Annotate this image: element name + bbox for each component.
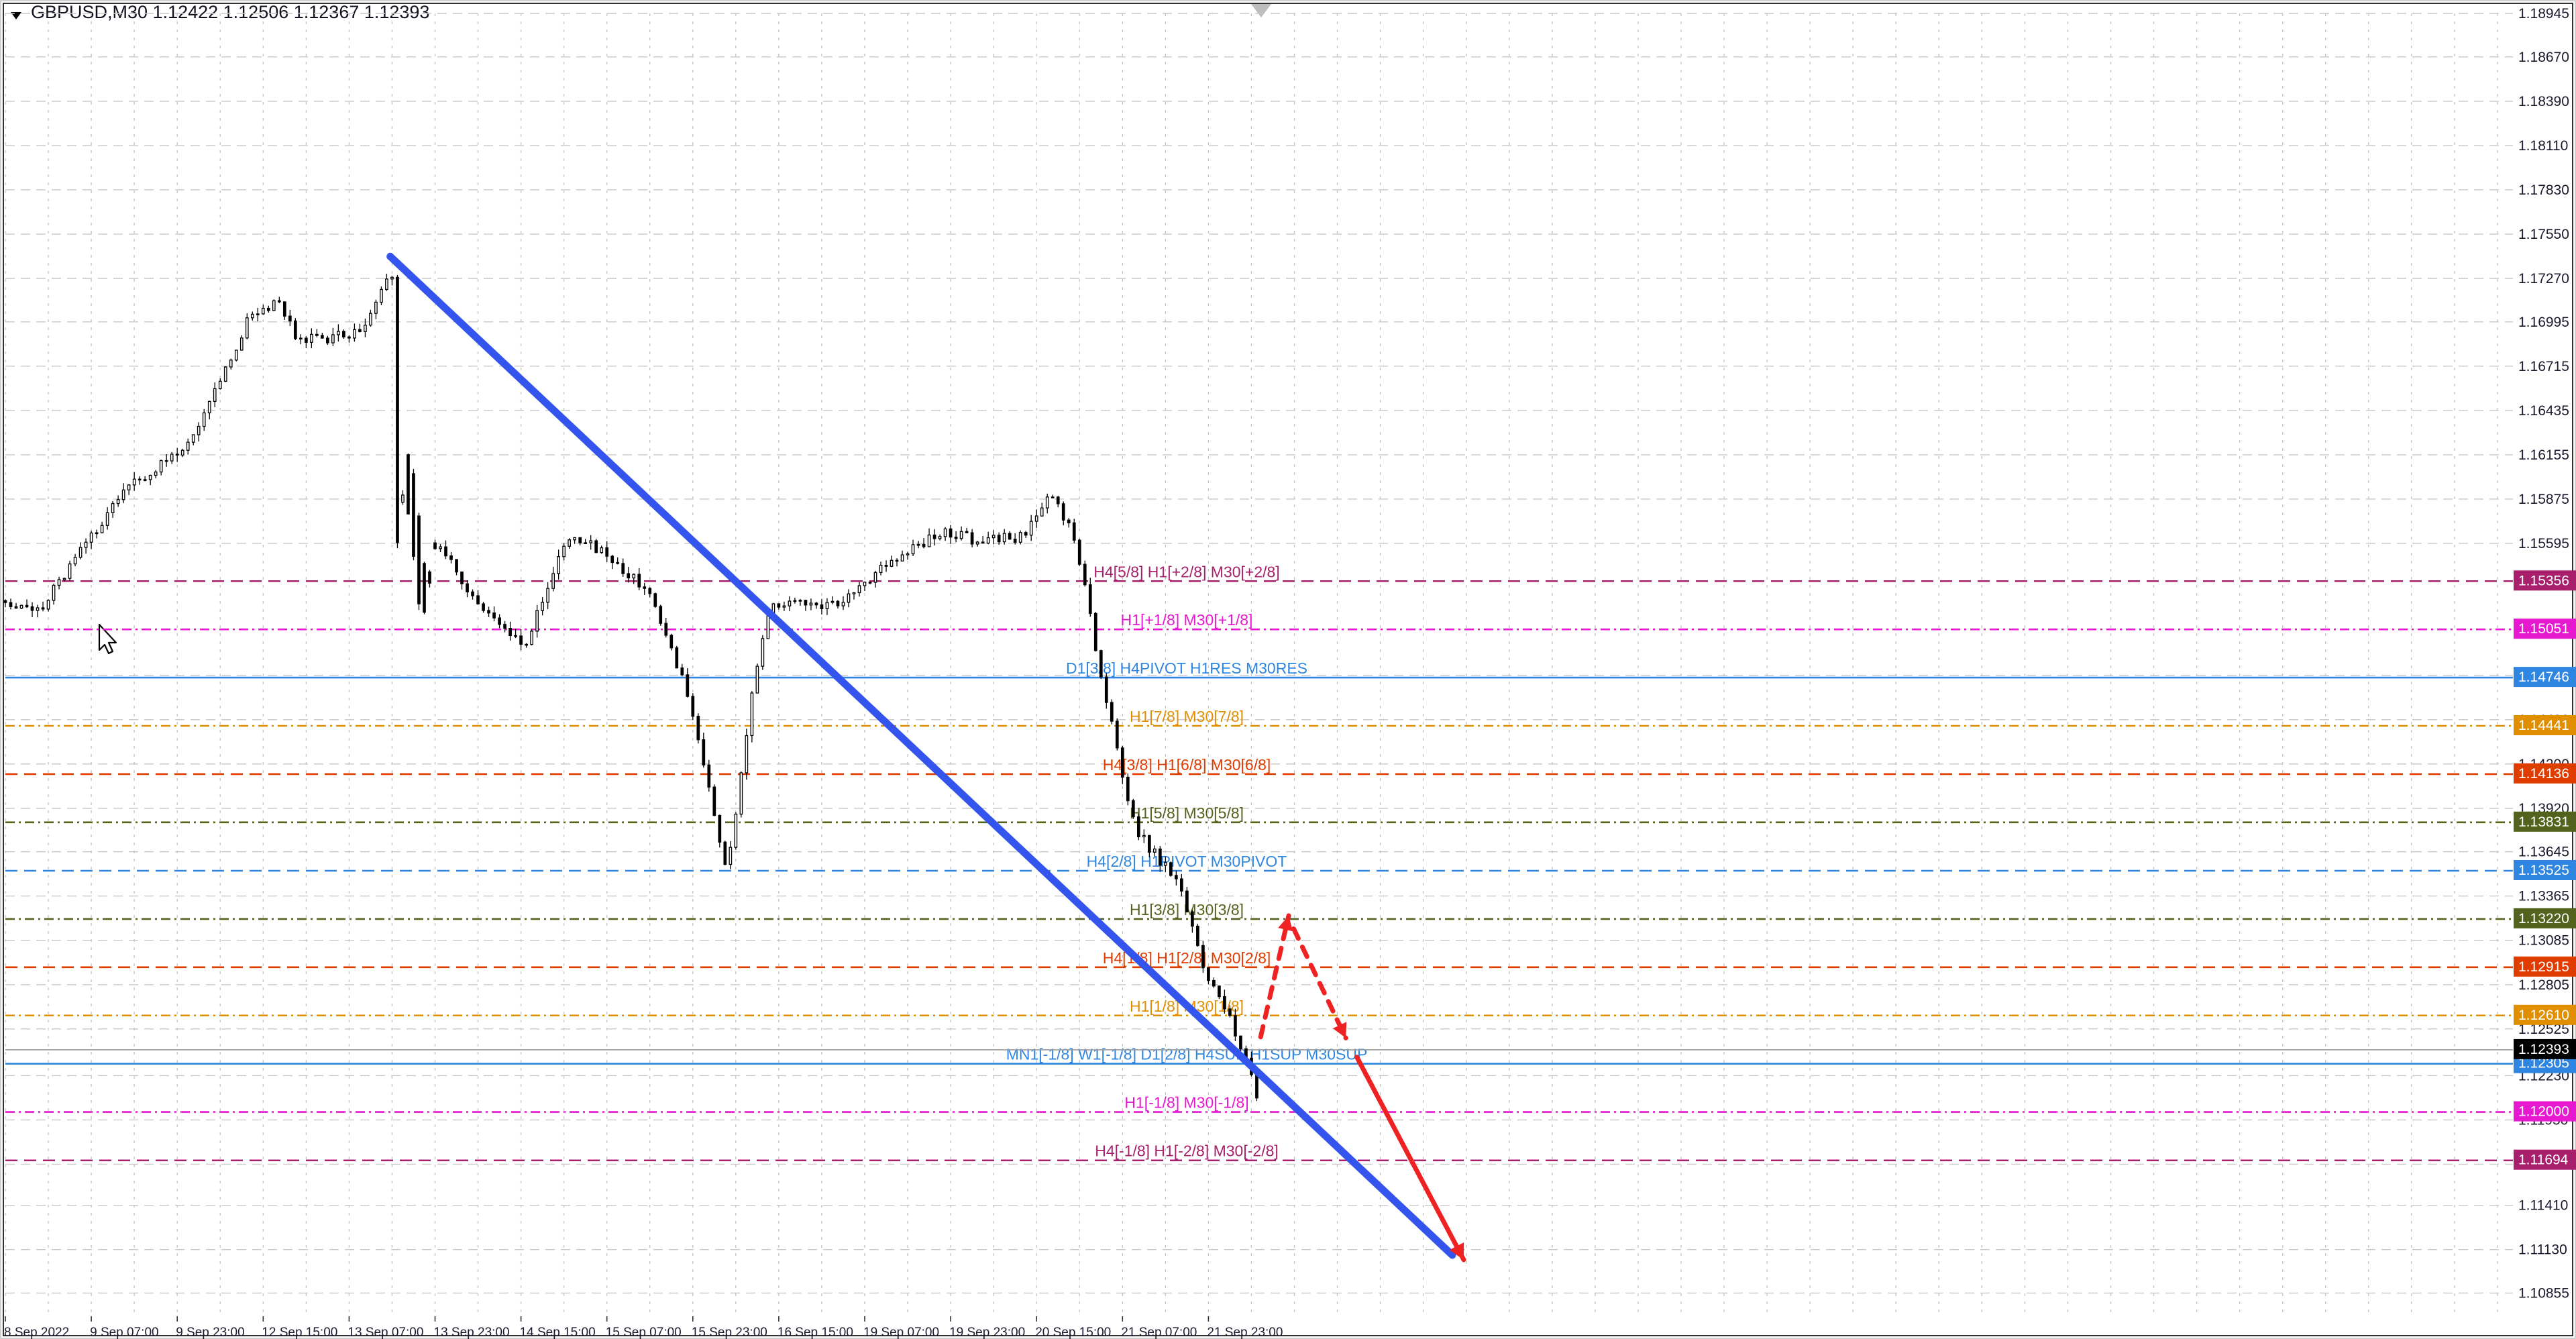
svg-text:1.16715: 1.16715 (2518, 359, 2569, 374)
svg-text:1.13365: 1.13365 (2518, 889, 2569, 904)
svg-text:9 Sep 07:00: 9 Sep 07:00 (90, 1326, 158, 1339)
svg-text:8 Sep 2022: 8 Sep 2022 (4, 1326, 69, 1339)
svg-text:H1[7/8] M30[7/8]: H1[7/8] M30[7/8] (1130, 708, 1244, 725)
svg-text:1.18390: 1.18390 (2518, 94, 2569, 109)
svg-text:1.16435: 1.16435 (2518, 403, 2569, 419)
svg-text:1.17550: 1.17550 (2518, 227, 2569, 242)
svg-text:1.12805: 1.12805 (2518, 977, 2569, 993)
svg-text:19 Sep 07:00: 19 Sep 07:00 (863, 1326, 939, 1339)
svg-text:GBPUSD,M30 1.12422 1.12506 1: GBPUSD,M30 1.12422 1.12506 1.12367 1.123… (31, 2, 429, 22)
svg-text:1.16155: 1.16155 (2518, 447, 2569, 463)
svg-text:1.12393: 1.12393 (2518, 1042, 2569, 1057)
svg-text:1.13085: 1.13085 (2518, 933, 2569, 949)
svg-text:1.18670: 1.18670 (2518, 50, 2569, 65)
svg-text:15 Sep 23:00: 15 Sep 23:00 (692, 1326, 767, 1339)
svg-text:1.15356: 1.15356 (2518, 573, 2569, 588)
svg-text:1.18110: 1.18110 (2518, 138, 2568, 154)
svg-text:9 Sep 23:00: 9 Sep 23:00 (176, 1326, 244, 1339)
svg-text:1.12610: 1.12610 (2518, 1008, 2569, 1023)
svg-text:1.15595: 1.15595 (2518, 536, 2569, 551)
svg-text:1.14441: 1.14441 (2518, 718, 2569, 733)
svg-text:1.16995: 1.16995 (2518, 315, 2569, 330)
svg-text:13 Sep 23:00: 13 Sep 23:00 (434, 1326, 510, 1339)
svg-text:16 Sep 15:00: 16 Sep 15:00 (777, 1326, 853, 1339)
svg-text:1.13220: 1.13220 (2518, 911, 2569, 926)
svg-text:H4[2/8] H1PIVOT M30PIVOT: H4[2/8] H1PIVOT M30PIVOT (1087, 853, 1287, 870)
svg-text:1.13831: 1.13831 (2518, 814, 2569, 830)
svg-text:1.12000: 1.12000 (2518, 1104, 2569, 1120)
svg-text:21 Sep 23:00: 21 Sep 23:00 (1207, 1326, 1283, 1339)
svg-text:H4[5/8] H1[+2/8] M30[+2/8]: H4[5/8] H1[+2/8] M30[+2/8] (1093, 563, 1279, 580)
svg-text:H4[-1/8] H1[-2/8] M30[-2/8]: H4[-1/8] H1[-2/8] M30[-2/8] (1095, 1142, 1279, 1160)
svg-text:1.18945: 1.18945 (2518, 6, 2569, 21)
svg-text:1.17270: 1.17270 (2518, 271, 2569, 286)
svg-text:19 Sep 23:00: 19 Sep 23:00 (949, 1326, 1025, 1339)
svg-text:1.17830: 1.17830 (2518, 182, 2569, 198)
svg-text:MN1[-1/8] W1[-1/8] D1[2/8] H4S: MN1[-1/8] W1[-1/8] D1[2/8] H4SUP H1SUP M… (1006, 1046, 1368, 1063)
svg-text:15 Sep 07:00: 15 Sep 07:00 (606, 1326, 682, 1339)
svg-text:1.15051: 1.15051 (2518, 621, 2569, 637)
svg-text:13 Sep 07:00: 13 Sep 07:00 (347, 1326, 423, 1339)
svg-text:H4[3/8] H1[6/8] M30[6/8]: H4[3/8] H1[6/8] M30[6/8] (1103, 756, 1271, 773)
svg-text:H1[5/8] M30[5/8]: H1[5/8] M30[5/8] (1130, 804, 1244, 822)
svg-text:21 Sep 07:00: 21 Sep 07:00 (1121, 1326, 1197, 1339)
svg-text:1.14136: 1.14136 (2518, 766, 2569, 782)
svg-text:1.10855: 1.10855 (2518, 1286, 2569, 1301)
svg-text:1.13645: 1.13645 (2518, 845, 2569, 860)
svg-text:1.11694: 1.11694 (2518, 1153, 2569, 1168)
svg-text:14 Sep 15:00: 14 Sep 15:00 (520, 1326, 596, 1339)
svg-text:12 Sep 15:00: 12 Sep 15:00 (262, 1326, 337, 1339)
svg-text:1.12915: 1.12915 (2518, 959, 2569, 975)
svg-text:1.13525: 1.13525 (2518, 863, 2569, 878)
svg-text:H1[+1/8] M30[+1/8]: H1[+1/8] M30[+1/8] (1121, 611, 1253, 629)
svg-text:1.14746: 1.14746 (2518, 670, 2569, 685)
svg-text:1.11410: 1.11410 (2518, 1198, 2568, 1214)
svg-text:1.15875: 1.15875 (2518, 492, 2569, 507)
svg-text:20 Sep 15:00: 20 Sep 15:00 (1035, 1326, 1111, 1339)
svg-text:1.11130: 1.11130 (2518, 1242, 2567, 1258)
svg-text:H1[-1/8] M30[-1/8]: H1[-1/8] M30[-1/8] (1124, 1094, 1248, 1112)
